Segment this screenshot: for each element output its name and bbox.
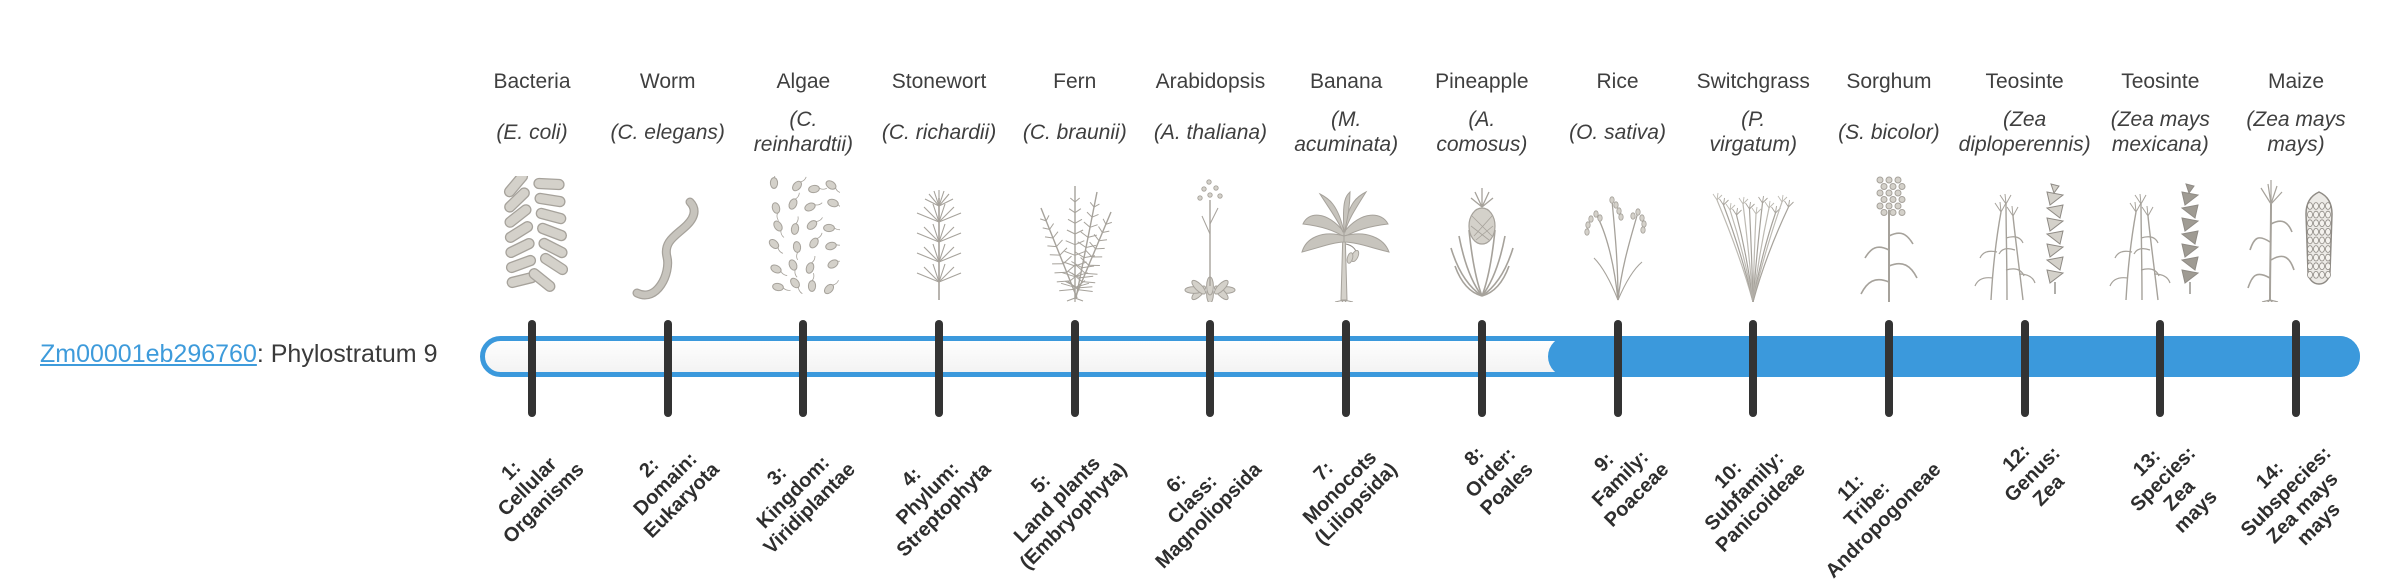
phylostratum-tick	[935, 320, 944, 417]
organism-name: Stonewort	[891, 70, 987, 93]
organism-name: Teosinte	[2121, 70, 2200, 93]
phylostratum-tick	[1342, 320, 1351, 417]
stratum-label: 11: Tribe: Andropogoneae	[1789, 426, 1946, 580]
organism-scientific-name: (Zea mays mays)	[2211, 98, 2381, 166]
phylostratum-tick	[1477, 320, 1486, 417]
organism-scientific-name-line: reinhardtii)	[753, 133, 853, 156]
stratum-label: 7: Monocots (Liliopsida)	[1279, 426, 1403, 550]
stratum-label: 10: Subfamily: Panicoideae	[1679, 426, 1810, 557]
organism-scientific-name: (Zea diploperennis)	[1940, 98, 2110, 166]
organism-scientific-name-line: mays)	[2267, 133, 2325, 156]
organism-scientific-name: (O. sativa)	[1533, 98, 1703, 166]
organism-scientific-name-line: mexicana)	[2111, 133, 2209, 156]
gene-label-suffix: : Phylostratum 9	[256, 340, 438, 368]
organism-scientific-name: (Zea mays mexicana)	[2075, 98, 2245, 166]
organism-scientific-name: (P. virgatum)	[1668, 98, 1838, 166]
organism-name: Pineapple	[1435, 70, 1529, 93]
organism-scientific-name-line: (S. bicolor)	[1838, 120, 1940, 144]
organism-name: Teosinte	[1985, 70, 2064, 93]
phylostratum-tick	[1749, 320, 1758, 417]
gene-link[interactable]: Zm00001eb296760	[40, 340, 257, 368]
organism-name: Bacteria	[493, 70, 571, 93]
organism-name: Fern	[1053, 70, 1097, 93]
banana-icon	[1261, 172, 1431, 302]
pineapple-icon	[1397, 172, 1567, 302]
organism-scientific-name: (C. elegans)	[583, 98, 753, 166]
teosinte-diploperennis-icon	[1940, 172, 2110, 302]
organism-scientific-name-line: (C.	[789, 108, 818, 131]
organism-scientific-name-line: (C. richardii)	[881, 120, 997, 144]
organism-scientific-name: (E. coli)	[447, 98, 617, 166]
organism-scientific-name-line: acuminata)	[1294, 133, 1399, 156]
organism-scientific-name: (C. braunii)	[990, 98, 1160, 166]
organism-name: Worm	[639, 70, 696, 93]
stratum-label: 13: Species: Zea mays	[2110, 426, 2233, 549]
phylostratum-tick	[1206, 320, 1215, 417]
phylostratum-tick	[2020, 320, 2029, 417]
stratum-label: 8: Order: Poales	[1444, 426, 1538, 520]
stonewort-icon	[854, 172, 1024, 302]
organism-scientific-name: (M. acuminata)	[1261, 98, 1431, 166]
switchgrass-icon	[1668, 172, 1838, 302]
organism-scientific-name: (S. bicolor)	[1804, 98, 1974, 166]
organism-name: Arabidopsis	[1155, 70, 1266, 93]
rice-icon	[1533, 172, 1703, 302]
organism-name: Sorghum	[1846, 70, 1932, 93]
organism-scientific-name: (C. richardii)	[854, 98, 1024, 166]
organism-scientific-name-line: (O. sativa)	[1569, 120, 1666, 144]
organism-scientific-name-line: (M.	[1330, 108, 1362, 131]
organism-scientific-name-line: (Zea mays	[2246, 108, 2346, 131]
stratum-label: 12: Genus: Zea	[1984, 426, 2082, 524]
organism-name: Banana	[1309, 70, 1383, 93]
teosinte-mexicana-icon	[2075, 172, 2245, 302]
organism-scientific-name-line: (P.	[1741, 108, 1766, 131]
organism-scientific-name-line: (A.	[1468, 108, 1496, 131]
maize-icon	[2211, 172, 2381, 302]
stratum-label: 9: Family: Poaceae	[1568, 426, 1674, 532]
organism-scientific-name-line: (Zea	[2003, 108, 2047, 131]
organism-scientific-name-line: (C. elegans)	[610, 120, 725, 144]
organism-scientific-name: (A. comosus)	[1397, 98, 1567, 166]
algae-icon	[718, 172, 888, 302]
organism-scientific-name: (A. thaliana)	[1125, 98, 1295, 166]
phylostratum-fill	[1548, 336, 2360, 377]
phylostratum-tick	[1070, 320, 1079, 417]
organism-scientific-name-line: (A. thaliana)	[1153, 120, 1268, 144]
stratum-label: 4: Phylum: Streptophyta	[860, 426, 996, 562]
stratum-label: 3: Kingdom: Viridiplantae	[727, 426, 860, 559]
phylostratum-tick	[528, 320, 536, 417]
stratum-label: 6: Class: Magnoliopsida	[1119, 426, 1267, 574]
fern-icon	[990, 172, 1160, 302]
organism-scientific-name: (C. reinhardtii)	[718, 98, 888, 166]
stratum-label: 1: Cellular Organisms	[466, 426, 589, 549]
phylostratum-tick	[2156, 320, 2165, 417]
phylostratum-tick	[2292, 320, 2300, 417]
organism-name: Rice	[1596, 70, 1639, 93]
phylostratum-tick	[1613, 320, 1622, 417]
phylostratum-tick	[1884, 320, 1893, 417]
organism-scientific-name-line: (E. coli)	[496, 120, 568, 144]
organism-scientific-name-line: (Zea mays	[2110, 108, 2210, 131]
stratum-label: 2: Domain: Eukaryota	[607, 426, 724, 543]
bacteria-icon	[447, 172, 617, 302]
organism-scientific-name-line: comosus)	[1436, 133, 1528, 156]
stratum-label: 14: Subspecies: Zea mays mays	[2221, 426, 2369, 574]
organism-name: Maize	[2267, 70, 2325, 93]
organism-name: Algae	[776, 70, 831, 93]
arabidopsis-icon	[1125, 172, 1295, 302]
stratum-label: 5: Land plants (Embryophyta)	[983, 426, 1132, 575]
organism-scientific-name-line: diploperennis)	[1958, 133, 2091, 156]
phylostratum-tick	[799, 320, 808, 417]
organism-scientific-name-line: virgatum)	[1709, 133, 1797, 156]
organism-name: Switchgrass	[1696, 70, 1810, 93]
phylostratum-tick	[663, 320, 672, 417]
organism-scientific-name-line: (C. braunii)	[1022, 120, 1127, 144]
gene-label: Zm00001eb296760: Phylostratum 9	[40, 339, 438, 369]
worm-icon	[583, 172, 753, 302]
sorghum-icon	[1804, 172, 1974, 302]
